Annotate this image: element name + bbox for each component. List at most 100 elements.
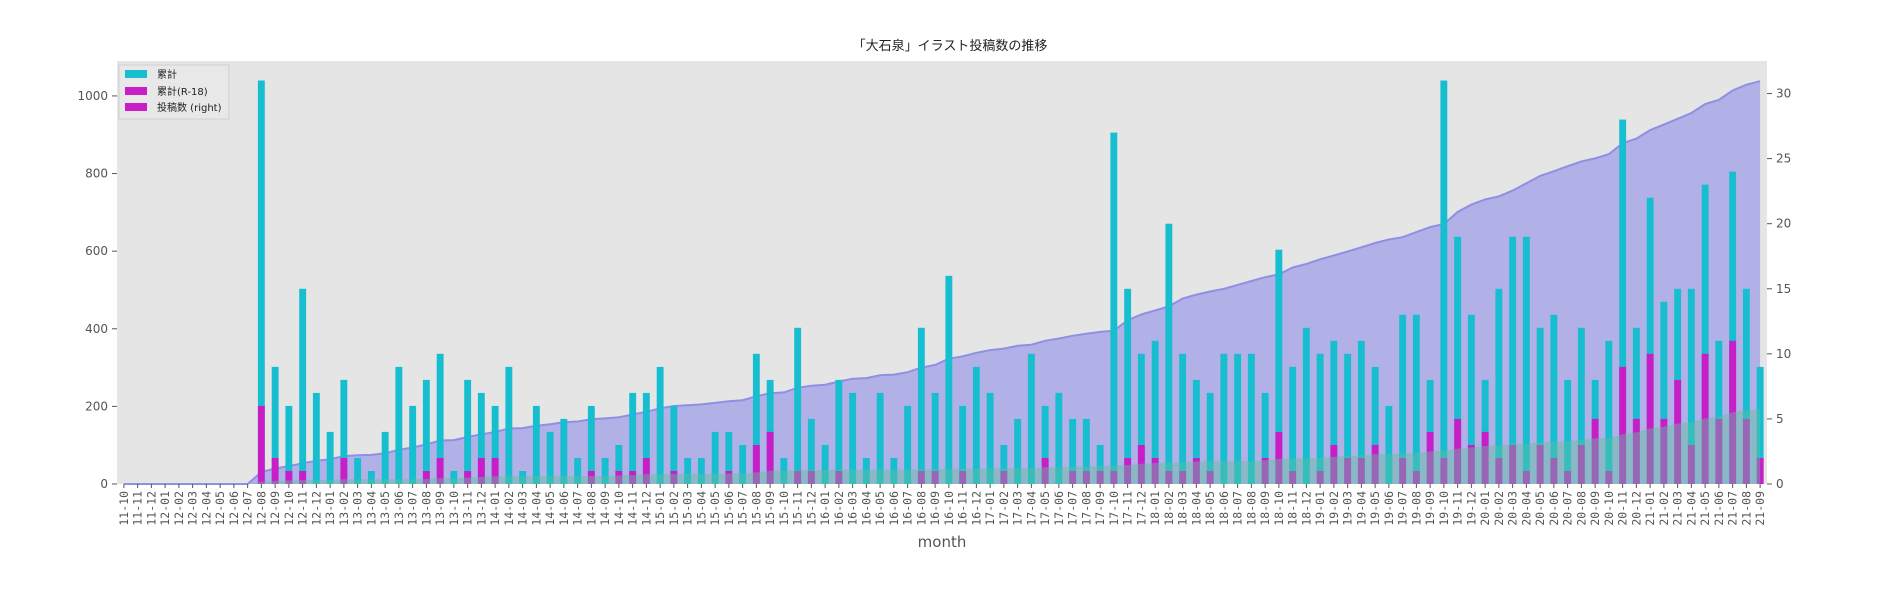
bar-posts: [1399, 314, 1407, 484]
x-tick-label: 17-03: [1011, 491, 1025, 526]
bar-posts-r18: [1522, 471, 1530, 484]
bar-posts: [1550, 314, 1558, 484]
x-axis-label: month: [918, 533, 967, 551]
x-tick-label: 20-12: [1629, 491, 1643, 526]
bar-posts-r18: [1591, 418, 1599, 484]
bar-posts: [381, 431, 389, 484]
x-tick-label: 12-11: [296, 491, 310, 526]
bar-posts: [752, 353, 760, 484]
bar-posts: [285, 405, 293, 484]
x-tick-label: 20-11: [1616, 491, 1630, 526]
x-tick-label: 13-10: [447, 491, 461, 526]
bar-posts: [1632, 327, 1640, 484]
bar-posts: [1412, 314, 1420, 484]
bar-posts-r18: [1632, 418, 1640, 484]
x-tick-label: 19-05: [1368, 491, 1382, 526]
x-tick-label: 17-04: [1024, 491, 1038, 526]
bar-posts: [1069, 418, 1077, 484]
bar-posts: [1261, 392, 1269, 484]
bar-posts: [1605, 340, 1613, 484]
bar-posts: [587, 405, 595, 484]
bar-posts: [656, 366, 664, 484]
x-tick-label: 20-05: [1533, 491, 1547, 526]
bar-posts: [491, 405, 499, 484]
x-tick-label: 21-05: [1698, 491, 1712, 526]
x-tick-label: 21-09: [1753, 491, 1767, 526]
bar-posts-r18: [835, 471, 843, 484]
bar-posts-r18: [436, 458, 444, 484]
bar-posts-r18: [1179, 471, 1187, 484]
x-tick-label: 12-07: [241, 491, 255, 526]
bar-posts: [409, 405, 417, 484]
x-tick-label: 21-06: [1712, 491, 1726, 526]
x-tick-label: 12-10: [282, 491, 296, 526]
x-tick-label: 20-03: [1506, 491, 1520, 526]
bar-posts: [560, 418, 568, 484]
x-tick-label: 13-02: [337, 491, 351, 526]
x-tick-label: 12-06: [227, 491, 241, 526]
bar-posts-r18: [1371, 445, 1379, 484]
x-tick-label: 21-03: [1671, 491, 1685, 526]
x-tick-label: 19-02: [1327, 491, 1341, 526]
bar-posts-r18: [1110, 471, 1118, 484]
bar-posts: [1619, 119, 1627, 484]
chart-title: 「大石泉」イラスト投稿数の推移: [853, 38, 1048, 54]
x-tick-label: 18-02: [1162, 491, 1176, 526]
x-tick-label: 15-03: [681, 491, 695, 526]
x-tick-label: 16-11: [956, 491, 970, 526]
bar-posts-r18: [1509, 445, 1517, 484]
bar-posts: [1055, 392, 1063, 484]
bar-posts: [1687, 288, 1695, 484]
bar-posts-r18: [931, 471, 939, 484]
x-tick-label: 18-08: [1244, 491, 1258, 526]
x-tick-label: 19-10: [1437, 491, 1451, 526]
x-tick-label: 20-08: [1574, 491, 1588, 526]
bar-posts-r18: [491, 458, 499, 484]
bar-posts-r18: [1577, 445, 1585, 484]
x-tick-label: 20-01: [1478, 491, 1492, 526]
x-tick-label: 17-10: [1107, 491, 1121, 526]
x-tick-label: 21-01: [1643, 491, 1657, 526]
x-tick-label: 12-03: [186, 491, 200, 526]
y-tick-label: 0: [100, 477, 108, 491]
bar-posts-r18: [615, 471, 623, 484]
x-tick-label: 14-10: [612, 491, 626, 526]
bar-posts: [1151, 340, 1159, 484]
bar-posts-r18: [1399, 458, 1407, 484]
bar-posts: [711, 431, 719, 484]
legend-label-posts: 投稿数 (right): [157, 101, 222, 114]
bar-posts: [629, 392, 637, 484]
bar-posts: [972, 366, 980, 484]
bar-posts: [986, 392, 994, 484]
bar-posts: [1137, 353, 1145, 484]
bar-posts: [1742, 288, 1750, 484]
y-right-tick-label: 30: [1776, 87, 1791, 101]
legend: 累計 累計(R-18) 投稿数 (right): [118, 64, 230, 120]
bar-posts: [794, 327, 802, 484]
y-tick-label: 800: [85, 167, 108, 181]
bar-posts: [1302, 327, 1310, 484]
bar-posts-r18: [1715, 418, 1723, 484]
bar-posts-r18: [1275, 431, 1283, 484]
x-tick-label: 13-06: [392, 491, 406, 526]
bar-posts-r18: [271, 458, 279, 484]
x-tick-label: 16-04: [859, 491, 873, 526]
bar-posts: [1289, 366, 1297, 484]
y-right-tick-label: 15: [1776, 282, 1791, 296]
bar-posts: [340, 379, 348, 484]
bar-posts-r18: [1481, 431, 1489, 484]
x-tick-label: 17-07: [1066, 491, 1080, 526]
x-tick-label: 13-03: [351, 491, 365, 526]
bar-posts-r18: [1701, 353, 1709, 484]
bar-posts: [862, 458, 870, 484]
bar-posts-r18: [340, 458, 348, 484]
bar-posts-r18: [477, 458, 485, 484]
bar-posts-r18: [1440, 458, 1448, 484]
legend-label-r18: 累計(R-18): [157, 85, 208, 98]
x-tick-label: 17-11: [1121, 491, 1135, 526]
x-tick-label: 19-12: [1464, 491, 1478, 526]
bar-posts: [890, 458, 898, 484]
bar-posts: [312, 392, 320, 484]
x-tick-label: 21-02: [1657, 491, 1671, 526]
x-tick-label: 14-03: [516, 491, 530, 526]
